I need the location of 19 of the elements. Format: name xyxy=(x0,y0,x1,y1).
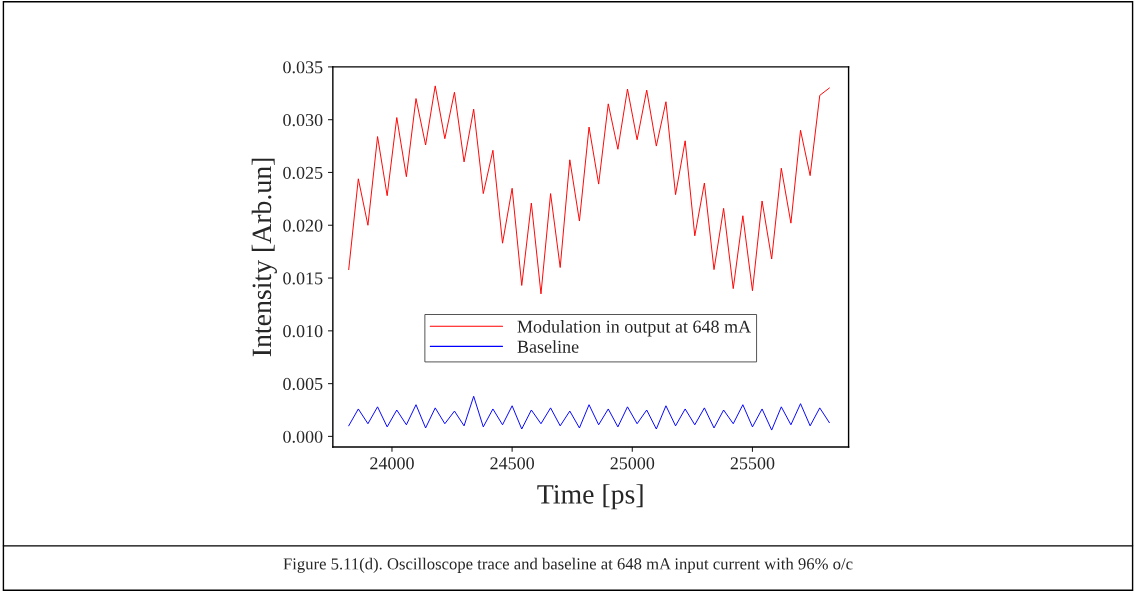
legend-label: Baseline xyxy=(517,340,579,353)
y-tick-label: 0.020 xyxy=(283,219,323,232)
y-tick-label: 0.015 xyxy=(283,272,323,285)
y-tick-label: 0.025 xyxy=(283,166,323,179)
legend-label: Modulation in output at 648 mA xyxy=(517,320,752,337)
y-tick-label: 0.010 xyxy=(283,325,323,338)
x-tick-label: 25000 xyxy=(610,457,655,470)
y-axis-title: Intensity [Arb.un] xyxy=(251,158,277,357)
y-tick-label: 0.035 xyxy=(283,61,323,74)
y-tick-label: 0.000 xyxy=(283,430,323,443)
y-tick-label: 0.030 xyxy=(283,113,323,127)
x-tick-label: 25500 xyxy=(730,457,775,470)
y-tick-label: 0.005 xyxy=(283,377,323,391)
x-tick-label: 24500 xyxy=(490,457,535,470)
x-axis-title: Time [ps] xyxy=(537,484,643,510)
line-series xyxy=(348,85,830,295)
line-series xyxy=(348,395,830,431)
x-tick-label: 24000 xyxy=(370,457,414,470)
caption: Figure 5.11(d). Oscilloscope trace and baseline at 648 mA input current with 96% o/c xyxy=(283,557,853,573)
